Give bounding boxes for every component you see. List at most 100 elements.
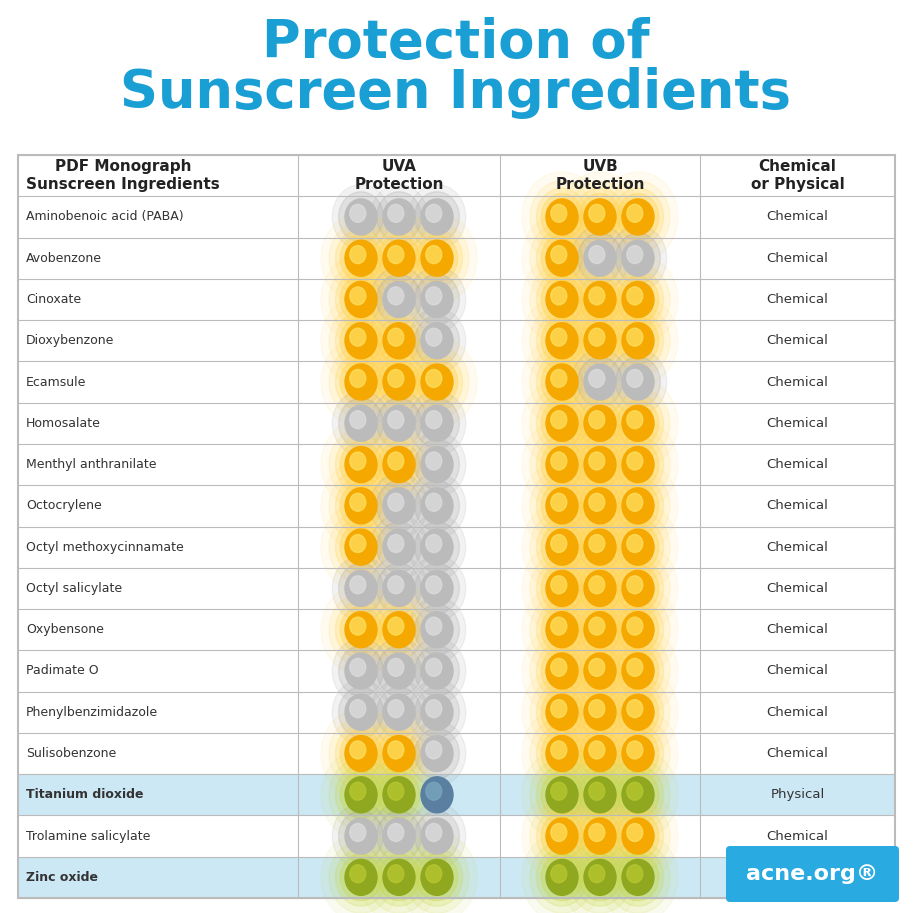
Ellipse shape	[378, 730, 420, 777]
Ellipse shape	[613, 188, 664, 246]
Ellipse shape	[421, 571, 453, 606]
Text: Padimate O: Padimate O	[26, 665, 99, 677]
Ellipse shape	[350, 287, 366, 305]
Ellipse shape	[530, 470, 594, 541]
Ellipse shape	[378, 359, 420, 405]
Ellipse shape	[425, 452, 442, 470]
Ellipse shape	[579, 441, 621, 488]
Ellipse shape	[589, 782, 604, 800]
Ellipse shape	[345, 653, 377, 689]
Ellipse shape	[345, 777, 377, 813]
Ellipse shape	[321, 337, 401, 427]
Ellipse shape	[373, 766, 425, 824]
Ellipse shape	[622, 571, 654, 606]
Bar	[18, 815, 895, 856]
Ellipse shape	[606, 593, 670, 666]
Ellipse shape	[383, 199, 415, 235]
Ellipse shape	[522, 543, 602, 634]
Ellipse shape	[341, 359, 382, 405]
Ellipse shape	[421, 530, 453, 565]
Ellipse shape	[613, 807, 664, 865]
Ellipse shape	[425, 370, 442, 387]
Ellipse shape	[574, 519, 625, 576]
Ellipse shape	[627, 865, 643, 883]
Ellipse shape	[367, 428, 431, 500]
Ellipse shape	[350, 246, 366, 264]
Text: Protection of: Protection of	[262, 17, 650, 69]
Ellipse shape	[367, 842, 431, 913]
Ellipse shape	[579, 730, 621, 777]
Ellipse shape	[370, 184, 428, 249]
Ellipse shape	[537, 642, 588, 699]
Ellipse shape	[425, 287, 442, 305]
Ellipse shape	[541, 813, 582, 859]
Ellipse shape	[370, 515, 428, 580]
Ellipse shape	[425, 246, 442, 264]
Ellipse shape	[415, 604, 459, 655]
Text: Physical: Physical	[771, 788, 824, 802]
Ellipse shape	[350, 658, 366, 677]
Ellipse shape	[598, 543, 678, 634]
Ellipse shape	[622, 736, 654, 771]
Ellipse shape	[546, 405, 578, 441]
Ellipse shape	[421, 694, 453, 730]
Ellipse shape	[579, 813, 621, 859]
Ellipse shape	[627, 370, 643, 387]
Ellipse shape	[408, 515, 466, 580]
Ellipse shape	[622, 240, 654, 277]
Ellipse shape	[530, 552, 594, 624]
Text: Chemical: Chemical	[767, 830, 828, 843]
Ellipse shape	[376, 398, 422, 448]
Ellipse shape	[412, 353, 463, 411]
Ellipse shape	[345, 859, 377, 896]
Ellipse shape	[530, 346, 594, 418]
Ellipse shape	[560, 255, 640, 344]
Bar	[18, 774, 895, 815]
Ellipse shape	[530, 759, 594, 831]
Ellipse shape	[329, 842, 393, 913]
Ellipse shape	[383, 323, 415, 359]
Ellipse shape	[574, 477, 625, 535]
Ellipse shape	[541, 318, 582, 364]
Text: Octyl salicylate: Octyl salicylate	[26, 582, 122, 595]
Ellipse shape	[574, 642, 625, 699]
Ellipse shape	[388, 328, 404, 346]
Ellipse shape	[546, 364, 578, 400]
Ellipse shape	[345, 364, 377, 400]
Ellipse shape	[606, 470, 670, 541]
Ellipse shape	[421, 364, 453, 400]
Text: Trolamine salicylate: Trolamine salicylate	[26, 830, 151, 843]
Ellipse shape	[568, 677, 632, 749]
Ellipse shape	[350, 699, 366, 718]
Ellipse shape	[613, 519, 664, 576]
Ellipse shape	[617, 318, 659, 364]
Ellipse shape	[383, 240, 415, 277]
Ellipse shape	[421, 736, 453, 771]
Ellipse shape	[341, 318, 382, 364]
Ellipse shape	[615, 357, 660, 407]
Bar	[18, 278, 895, 320]
Ellipse shape	[415, 480, 459, 531]
Ellipse shape	[415, 439, 459, 489]
Ellipse shape	[397, 833, 477, 913]
Ellipse shape	[359, 296, 439, 386]
Ellipse shape	[359, 337, 439, 427]
Ellipse shape	[627, 452, 643, 470]
Ellipse shape	[425, 411, 442, 429]
Ellipse shape	[370, 556, 428, 621]
Ellipse shape	[321, 502, 401, 593]
Bar	[18, 527, 895, 568]
Ellipse shape	[530, 593, 594, 666]
Ellipse shape	[376, 811, 422, 861]
Ellipse shape	[370, 474, 428, 539]
Ellipse shape	[568, 759, 632, 831]
Ellipse shape	[341, 771, 382, 818]
Ellipse shape	[341, 730, 382, 777]
Ellipse shape	[378, 318, 420, 364]
Ellipse shape	[579, 688, 621, 736]
Ellipse shape	[579, 276, 621, 323]
Ellipse shape	[405, 842, 469, 913]
Ellipse shape	[537, 601, 588, 658]
Ellipse shape	[425, 617, 442, 635]
Text: Chemical: Chemical	[767, 417, 828, 430]
